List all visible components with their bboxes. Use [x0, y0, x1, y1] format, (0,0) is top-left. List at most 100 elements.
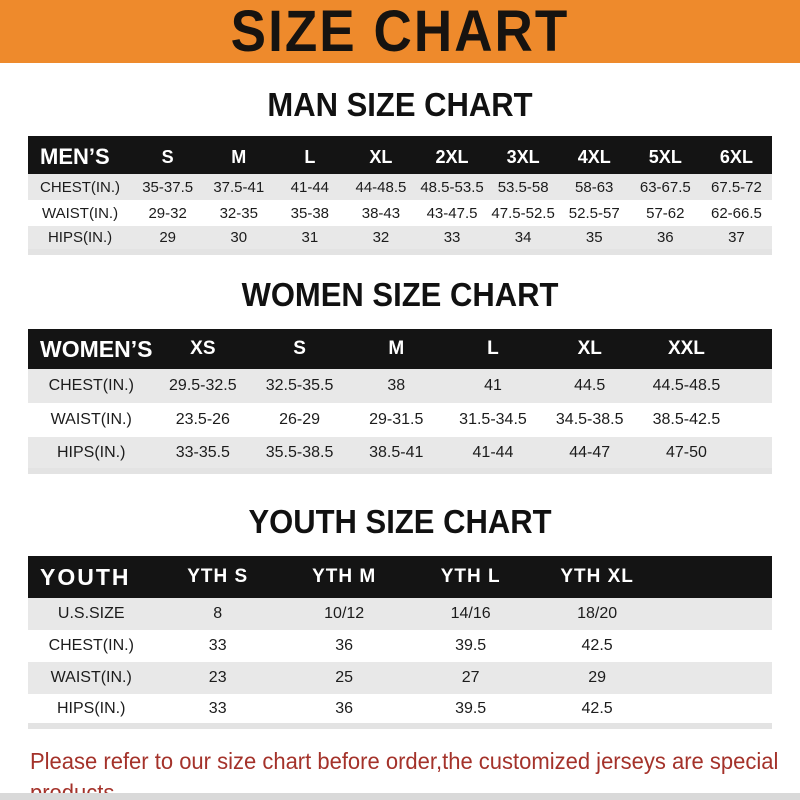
size-column-header: YTH L	[440, 566, 501, 587]
size-column-header: 4XL	[558, 137, 630, 174]
banner-title: SIZE CHART	[230, 0, 570, 64]
size-value-cell: 39.5	[455, 699, 487, 717]
size-value-cell: 27	[461, 669, 480, 686]
size-value-cell: 41-44	[472, 443, 514, 461]
blank-header-cell	[660, 556, 772, 598]
size-value-cell: 44.5	[574, 377, 606, 394]
size-column-header: XL	[577, 338, 602, 359]
size-column-header: L	[487, 338, 499, 359]
size-value-cell: 10/12	[324, 605, 365, 622]
row-label: CHEST(IN.)	[48, 377, 134, 394]
size-table-row: U.S.SIZE 8 10/12 14/16 18/20	[28, 598, 772, 630]
section-women: WOMEN SIZE CHART WOMEN’S XS S M L XL XXL CHEST(…	[0, 275, 800, 474]
size-value-cell: 35	[585, 229, 603, 246]
women-section-title: WOMEN SIZE CHART	[241, 275, 559, 314]
row-label: HIPS(IN.)	[57, 699, 126, 717]
size-value-cell: 37	[728, 229, 745, 246]
bottom-divider	[0, 793, 800, 800]
youth-section-title: YOUTH SIZE CHART	[248, 502, 552, 541]
size-column-header: XL	[345, 137, 417, 174]
size-table-row: CHEST(IN.) 33 36 39.5 42.5	[28, 630, 772, 662]
size-column-header: 5XL	[629, 137, 701, 174]
size-value-cell: 26-29	[279, 411, 320, 428]
order-disclaimer: Please refer to our size chart before or…	[30, 746, 800, 800]
size-column-header: YTH M	[312, 566, 377, 587]
size-value-cell: 38	[387, 377, 406, 394]
size-table-header-row: YOUTH YTH S YTH M YTH L YTH XL	[28, 556, 772, 598]
blank-cell	[735, 437, 772, 471]
size-column-header: L	[274, 137, 346, 174]
size-value-cell: 29.5-32.5	[169, 377, 237, 394]
size-table-row: WAIST(IN.) 23.5-26 26-29 29-31.5 31.5-34.5 34…	[28, 403, 772, 437]
size-value-cell: 43-47.5	[426, 204, 478, 222]
size-value-cell: 29-32	[148, 204, 187, 222]
size-value-cell: 47.5-52.5	[491, 204, 555, 222]
size-value-cell: 33	[208, 637, 227, 654]
size-value-cell: 36	[335, 699, 354, 717]
disclaimer-line-1: Please refer to our size chart before or…	[30, 748, 779, 800]
size-column-header: XS	[190, 338, 216, 359]
table-group-label: MEN’S	[28, 137, 133, 174]
size-table-header-row: WOMEN’S XS S M L XL XXL	[28, 329, 772, 369]
size-column-header: XXL	[667, 338, 705, 359]
size-value-cell: 53.5-58	[497, 178, 549, 196]
size-value-cell: 62-66.5	[710, 204, 762, 222]
size-value-cell: 58-63	[575, 178, 614, 196]
size-column-header: 2XL	[416, 137, 488, 174]
size-value-cell: 57-62	[646, 204, 685, 222]
size-value-cell: 52.5-57	[568, 204, 620, 222]
size-column-header: YTH S	[187, 566, 249, 587]
size-value-cell: 67.5-72	[710, 178, 762, 196]
size-column-header: 6XL	[700, 137, 772, 174]
size-value-cell: 44-47	[569, 443, 611, 461]
section-youth: YOUTH SIZE CHART YOUTH YTH S YTH M YTH L YTH…	[0, 502, 800, 729]
size-value-cell: 32.5-35.5	[265, 377, 334, 394]
size-value-cell: 42.5	[581, 699, 613, 717]
size-column-header: YTH XL	[560, 566, 634, 587]
size-value-cell: 38-43	[361, 204, 401, 222]
size-table-row: HIPS(IN.) 29 30 31 32 33 34 35 36 37	[28, 226, 772, 252]
size-value-cell: 44-48.5	[355, 178, 407, 196]
size-value-cell: 37.5-41	[213, 178, 265, 196]
blank-cell	[660, 630, 772, 662]
blank-cell	[660, 662, 772, 694]
row-label: CHEST(IN.)	[48, 637, 134, 654]
row-label: WAIST(IN.)	[50, 411, 132, 428]
men-section-title: MAN SIZE CHART	[267, 85, 533, 124]
row-label: HIPS(IN.)	[57, 443, 126, 461]
size-table-row: CHEST(IN.) 35-37.5 37.5-41 41-44 44-48.5 48.5…	[28, 174, 772, 200]
section-men: MAN SIZE CHART MEN’S S M L XL 2XL 3XL 4XL 5XL 6XL…	[0, 85, 800, 255]
size-value-cell: 29-31.5	[369, 411, 424, 428]
size-value-cell: 25	[335, 669, 354, 686]
women-size-table: WOMEN’S XS S M L XL XXL CHEST(IN.) 29.5-32.5 32.5…	[28, 329, 772, 474]
size-table-row: WAIST(IN.) 23 25 27 29	[28, 662, 772, 694]
size-column-header: S	[293, 338, 306, 359]
size-chart-banner: SIZE CHART	[0, 0, 800, 63]
size-value-cell: 38.5-42.5	[652, 411, 721, 428]
blank-cell	[660, 694, 772, 726]
size-value-cell: 32	[372, 229, 390, 246]
size-value-cell: 44.5-48.5	[652, 377, 721, 394]
size-column-header: S	[132, 137, 204, 174]
table-group-label: WOMEN’S	[40, 335, 153, 362]
blank-cell	[735, 369, 772, 403]
size-value-cell: 41	[484, 377, 502, 394]
size-value-cell: 29	[159, 229, 176, 246]
size-value-cell: 42.5	[581, 637, 613, 654]
size-value-cell: 35.5-38.5	[265, 443, 334, 461]
row-label: U.S.SIZE	[57, 605, 125, 622]
blank-cell	[735, 403, 772, 437]
size-column-header: M	[388, 338, 405, 359]
size-value-cell: 29	[588, 669, 606, 686]
size-value-cell: 31	[301, 229, 319, 246]
size-value-cell: 34	[514, 229, 532, 246]
row-label: WAIST(IN.)	[50, 669, 132, 686]
size-value-cell: 30	[230, 229, 248, 246]
size-value-cell: 48.5-53.5	[420, 178, 484, 196]
row-label: CHEST(IN.)	[40, 178, 121, 196]
size-value-cell: 36	[656, 229, 674, 246]
youth-size-table: YOUTH YTH S YTH M YTH L YTH XL U.S.SIZE 8 10/12…	[28, 556, 772, 729]
size-table-row: HIPS(IN.) 33 36 39.5 42.5	[28, 694, 772, 726]
row-label: WAIST(IN.)	[42, 204, 119, 222]
